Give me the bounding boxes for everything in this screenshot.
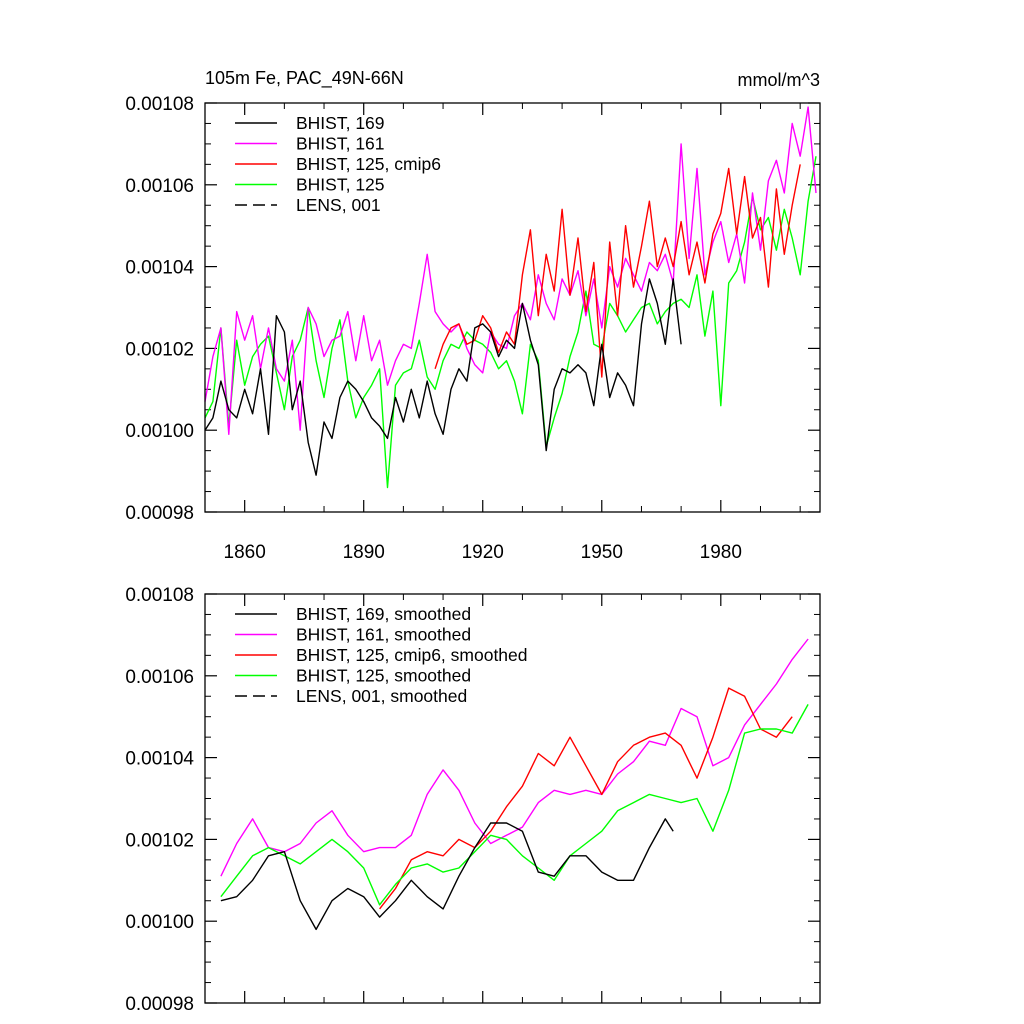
top-panel-series xyxy=(204,106,817,489)
legend-label: LENS, 001 xyxy=(296,195,381,215)
y-tick-label: 0.00108 xyxy=(125,585,194,606)
x-tick-label: 1860 xyxy=(224,542,266,563)
top-panel-frame xyxy=(204,102,821,513)
series-line xyxy=(220,638,809,877)
top-panel-ticks: 0.00098 0.00100 0.00102 0.00104 0.00106 0.001… xyxy=(125,94,820,563)
bottom-panel-frame xyxy=(204,593,821,1004)
x-tick-label: 1920 xyxy=(462,542,504,563)
y-tick-label: 0.00098 xyxy=(125,503,194,524)
series-line xyxy=(204,156,817,489)
legend-label: BHIST, 169, smoothed xyxy=(296,604,471,624)
y-tick-label: 0.00104 xyxy=(125,258,194,279)
bottom-panel-series xyxy=(220,638,809,931)
legend-label: BHIST, 161 xyxy=(296,134,385,154)
y-tick-label: 0.00106 xyxy=(125,176,194,197)
x-tick-label: 1980 xyxy=(700,542,742,563)
series-line xyxy=(434,164,801,378)
series-line xyxy=(220,818,674,931)
legend-label: BHIST, 161, smoothed xyxy=(296,625,471,645)
legend-label: BHIST, 125, cmip6, smoothed xyxy=(296,645,528,665)
x-tick-label: 1950 xyxy=(581,542,623,563)
series-line xyxy=(204,106,817,435)
bottom-panel: 0.00098 0.00100 0.00102 0.00104 0.00106 0.001… xyxy=(125,585,821,1015)
legend-label: BHIST, 125, cmip6 xyxy=(296,154,441,174)
top-panel: 105m Fe, PAC_49N-66N mmol/m^3 0.000980.0… xyxy=(125,68,821,563)
series-line xyxy=(379,687,793,910)
y-tick-label: 0.00098 xyxy=(125,994,194,1015)
top-panel-title: 105m Fe, PAC_49N-66N xyxy=(205,68,404,89)
legend-label: BHIST, 125, smoothed xyxy=(296,666,471,686)
y-tick-label: 0.00104 xyxy=(125,749,194,770)
legend-label: BHIST, 125 xyxy=(296,175,385,195)
x-tick-label: 1890 xyxy=(343,542,385,563)
top-panel-units: mmol/m^3 xyxy=(738,70,820,90)
y-tick-label: 0.00102 xyxy=(125,339,194,360)
legend-label: LENS, 001, smoothed xyxy=(296,686,467,706)
legend-label: BHIST, 169 xyxy=(296,113,385,133)
y-tick-label: 0.00102 xyxy=(125,830,194,851)
series-line xyxy=(204,278,682,476)
series-line xyxy=(220,704,809,906)
y-tick-label: 0.00100 xyxy=(125,421,194,442)
bottom-panel-ticks: 0.00098 0.00100 0.00102 0.00104 0.00106 0.001… xyxy=(125,585,820,1015)
y-tick-label: 0.00108 xyxy=(125,94,194,115)
y-tick-label: 0.00106 xyxy=(125,667,194,688)
y-tick-label: 0.00100 xyxy=(125,912,194,933)
